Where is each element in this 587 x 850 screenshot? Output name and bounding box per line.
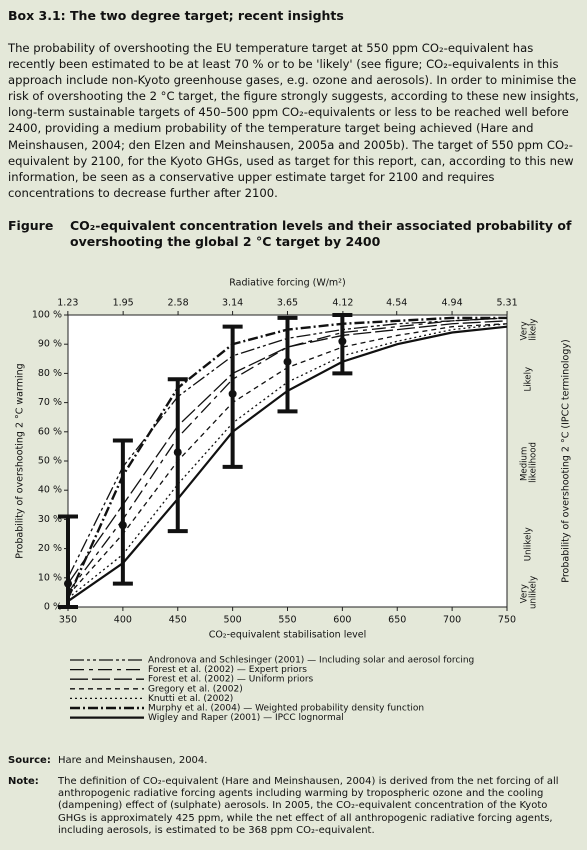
figure-caption: CO₂-equivalent concentration levels and … — [70, 218, 572, 249]
likelihood-label: Likely — [524, 367, 534, 392]
x2-tick-label: 1.23 — [57, 298, 78, 309]
range-mid — [173, 448, 182, 457]
likelihood-label: Very unlikely — [519, 576, 538, 609]
x-tick-label: 450 — [169, 615, 187, 626]
likelihood-label: Unlikely — [524, 527, 534, 561]
range-mid — [283, 357, 292, 366]
x-tick-label: 700 — [443, 615, 461, 626]
series-line — [67, 317, 508, 593]
source-label: Source: — [8, 755, 51, 766]
y-tick-label: 70 % — [38, 397, 62, 408]
x-tick-label: 500 — [224, 615, 242, 626]
x-tick-label: 550 — [278, 615, 296, 626]
y-tick-label: 40 % — [38, 485, 62, 496]
note-label: Note: — [8, 776, 39, 787]
note-text: The definition of CO₂-equivalent (Hare a… — [58, 776, 559, 836]
x2-tick-label: 1.95 — [113, 298, 134, 309]
range-mid — [228, 389, 237, 398]
x-tick-label: 350 — [59, 615, 77, 626]
x-tick-label: 750 — [498, 615, 516, 626]
x2-tick-label: 4.94 — [441, 298, 462, 309]
x-tick-label: 650 — [388, 615, 406, 626]
legend-label: Forest et al. (2002) — Expert priors — [148, 665, 307, 675]
x-tick-label: 600 — [333, 615, 351, 626]
y-tick-label: 60 % — [38, 426, 62, 437]
range-mid — [338, 337, 347, 346]
source-text: Hare and Meinshausen, 2004. — [58, 755, 208, 766]
likelihood-label: Very likely — [519, 318, 538, 340]
paragraph: The probability of overshooting the EU t… — [8, 41, 579, 200]
y2-axis-label: Probability of overshooting 2 °C (IPCC t… — [561, 339, 572, 582]
y-axis-label: Probability of overshooting 2 °C warming — [15, 363, 26, 558]
y-tick-label: 20 % — [38, 543, 62, 554]
range-mid — [118, 521, 127, 530]
legend-label: Gregory et al. (2002) — [148, 684, 243, 694]
y-tick-label: 80 % — [38, 368, 62, 379]
figure-label: Figure — [8, 218, 54, 233]
y-tick-label: 90 % — [38, 339, 62, 350]
legend-label: Andronova and Schlesinger (2001) — Inclu… — [148, 656, 474, 666]
x2-axis-label: Radiative forcing (W/m²) — [229, 278, 345, 289]
x2-tick-label: 2.58 — [167, 298, 188, 309]
legend-label: Forest et al. (2002) — Uniform priors — [148, 675, 314, 685]
y-tick-label: 50 % — [38, 456, 62, 467]
x2-tick-label: 4.54 — [386, 298, 407, 309]
x-tick-label: 400 — [114, 615, 132, 626]
x-axis-label: CO₂-equivalent stabilisation level — [209, 630, 367, 641]
x2-tick-label: 4.12 — [332, 298, 353, 309]
legend-label: Murphy et al. (2004) — Weighted probabil… — [148, 704, 424, 714]
x2-tick-label: 3.14 — [222, 298, 243, 309]
range-mid — [64, 579, 72, 588]
y-tick-label: 100 % — [32, 310, 62, 321]
x2-tick-label: 3.65 — [277, 298, 298, 309]
y-tick-label: 30 % — [38, 514, 62, 525]
y-tick-label: 10 % — [38, 572, 62, 583]
legend-label: Wigley and Raper (2001) — IPCC lognormal — [148, 713, 344, 723]
y-tick-label: 0 % — [44, 602, 62, 613]
likelihood-label: Medium likelihood — [519, 442, 538, 483]
x2-tick-label: 5.31 — [496, 298, 517, 309]
chart: Very unlikely Unlikely Medium likelihood Li… — [15, 278, 572, 724]
box-title: Box 3.1: The two degree target; recent i… — [8, 8, 344, 23]
legend-label: Knutti et al. (2002) — [148, 694, 233, 704]
series-line — [67, 320, 508, 585]
